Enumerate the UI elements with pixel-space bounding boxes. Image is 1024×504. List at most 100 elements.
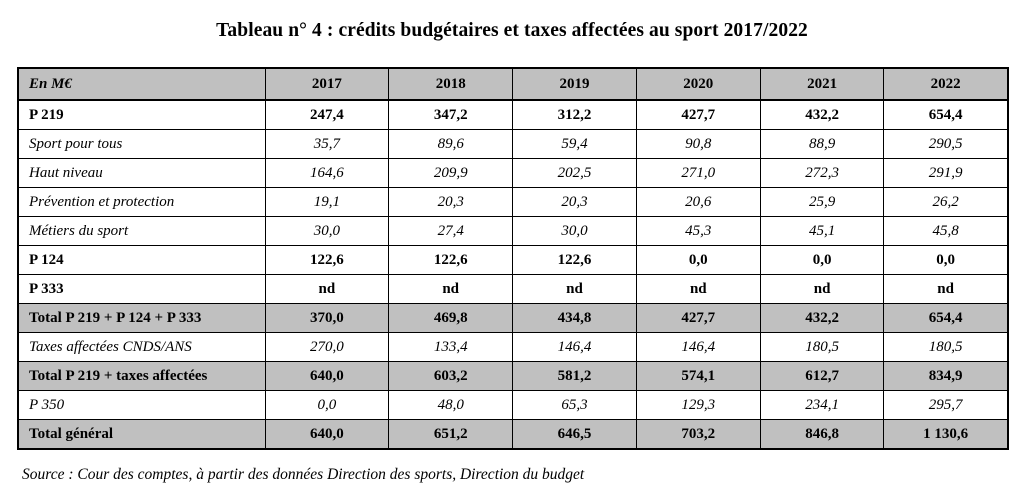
table-cell: 581,2	[512, 361, 637, 391]
table-cell: 45,3	[635, 216, 761, 246]
table-cell: 247,4	[264, 99, 390, 130]
table-cell: 65,3	[512, 390, 637, 420]
table-cell: 432,2	[759, 303, 885, 333]
table-row: Total P 219 + taxes affectées 640,0 603,2 5…	[17, 361, 1009, 391]
table-cell: 312,2	[512, 99, 637, 130]
table-cell: nd	[759, 274, 885, 304]
table-cell: nd	[635, 274, 761, 304]
table-cell: 59,4	[512, 129, 637, 159]
table-cell: 574,1	[635, 361, 761, 391]
table-cell: 209,9	[388, 158, 514, 188]
table-cell: 427,7	[635, 303, 761, 333]
table-row: Métiers du sport 30,0 27,4 30,0 45,3 45,1 45,8	[17, 216, 1009, 246]
table-cell: 271,0	[635, 158, 761, 188]
year-header: 2022	[883, 67, 1009, 101]
table-row: Taxes affectées CNDS/ANS 270,0 133,4 146,4 1…	[17, 332, 1009, 362]
table-cell: 651,2	[388, 419, 514, 450]
table-cell: 290,5	[883, 129, 1009, 159]
table-cell: 646,5	[512, 419, 637, 450]
table-cell: 20,3	[512, 187, 637, 217]
table-cell: 122,6	[388, 245, 514, 275]
table-cell: 180,5	[759, 332, 885, 362]
table-cell: 469,8	[388, 303, 514, 333]
table-cell: 270,0	[264, 332, 390, 362]
table-cell: 30,0	[264, 216, 390, 246]
table-cell: 0,0	[883, 245, 1009, 275]
year-header: 2018	[388, 67, 514, 101]
header-row: En M€ 2017 2018 2019 2020 2021 2022	[17, 67, 1009, 101]
table-cell: nd	[883, 274, 1009, 304]
table-cell: 640,0	[264, 419, 390, 450]
table-cell: 291,9	[883, 158, 1009, 188]
table-cell: 1 130,6	[883, 419, 1009, 450]
table-cell: 603,2	[388, 361, 514, 391]
year-header: 2017	[264, 67, 390, 101]
unit-header: En M€	[17, 67, 266, 101]
table-cell: 30,0	[512, 216, 637, 246]
table-cell: 88,9	[759, 129, 885, 159]
table-cell: 612,7	[759, 361, 885, 391]
table-row: P 124 122,6 122,6 122,6 0,0 0,0 0,0	[17, 245, 1009, 275]
table-cell: 0,0	[759, 245, 885, 275]
table-cell: 26,2	[883, 187, 1009, 217]
budget-table: En M€ 2017 2018 2019 2020 2021 2022 P 21…	[17, 67, 1009, 450]
row-label: Total général	[17, 419, 266, 450]
table-cell: nd	[264, 274, 390, 304]
table-cell: 129,3	[635, 390, 761, 420]
table-row: Sport pour tous 35,7 89,6 59,4 90,8 88,9 290,5	[17, 129, 1009, 159]
table-cell: 432,2	[759, 99, 885, 130]
year-header: 2020	[635, 67, 761, 101]
row-label: Métiers du sport	[17, 216, 266, 246]
table-cell: 27,4	[388, 216, 514, 246]
row-label: P 219	[17, 99, 266, 130]
row-label: P 333	[17, 274, 266, 304]
table-cell: 25,9	[759, 187, 885, 217]
table-cell: 434,8	[512, 303, 637, 333]
table-cell: 35,7	[264, 129, 390, 159]
table-cell: 146,4	[512, 332, 637, 362]
table-cell: 654,4	[883, 303, 1009, 333]
table-row: Haut niveau 164,6 209,9 202,5 271,0 272,3 291,…	[17, 158, 1009, 188]
table-cell: 90,8	[635, 129, 761, 159]
table-cell: 846,8	[759, 419, 885, 450]
row-label: Total P 219 + P 124 + P 333	[17, 303, 266, 333]
table-cell: 146,4	[635, 332, 761, 362]
source-note: Source : Cour des comptes, à partir des …	[22, 466, 585, 483]
table-row: Total P 219 + P 124 + P 333 370,0 469,8 434…	[17, 303, 1009, 333]
table-cell: 48,0	[388, 390, 514, 420]
table-cell: 234,1	[759, 390, 885, 420]
table-cell: 370,0	[264, 303, 390, 333]
table-cell: 45,1	[759, 216, 885, 246]
row-label: Total P 219 + taxes affectées	[17, 361, 266, 391]
table-cell: 654,4	[883, 99, 1009, 130]
table-cell: 20,6	[635, 187, 761, 217]
table-row: P 350 0,0 48,0 65,3 129,3 234,1 295,7	[17, 390, 1009, 420]
table-cell: 347,2	[388, 99, 514, 130]
table-cell: 19,1	[264, 187, 390, 217]
table-cell: nd	[512, 274, 637, 304]
table-row: Prévention et protection 19,1 20,3 20,3 20,6…	[17, 187, 1009, 217]
table-cell: 640,0	[264, 361, 390, 391]
table-cell: 0,0	[264, 390, 390, 420]
table-cell: 427,7	[635, 99, 761, 130]
table-cell: 45,8	[883, 216, 1009, 246]
table-cell: 202,5	[512, 158, 637, 188]
table-row: Total général 640,0 651,2 646,5 703,2 846,8 1 …	[17, 419, 1009, 450]
table-cell: 0,0	[635, 245, 761, 275]
table-cell: nd	[388, 274, 514, 304]
row-label: Haut niveau	[17, 158, 266, 188]
row-label: Taxes affectées CNDS/ANS	[17, 332, 266, 362]
table-cell: 133,4	[388, 332, 514, 362]
table-cell: 122,6	[264, 245, 390, 275]
row-label: P 124	[17, 245, 266, 275]
row-label: P 350	[17, 390, 266, 420]
row-label: Sport pour tous	[17, 129, 266, 159]
table-row: P 219 247,4 347,2 312,2 427,7 432,2 654,4	[17, 99, 1009, 130]
table-cell: 180,5	[883, 332, 1009, 362]
year-header: 2019	[512, 67, 637, 101]
year-header: 2021	[759, 67, 885, 101]
row-label: Prévention et protection	[17, 187, 266, 217]
table-cell: 122,6	[512, 245, 637, 275]
table-cell: 272,3	[759, 158, 885, 188]
